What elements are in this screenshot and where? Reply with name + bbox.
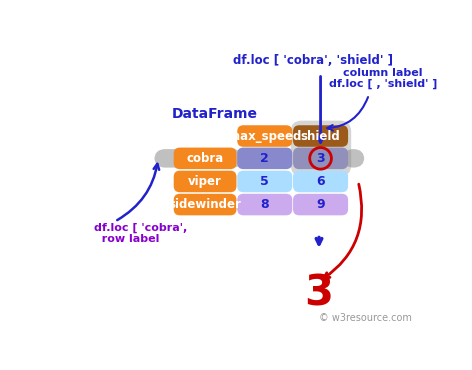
- FancyBboxPatch shape: [154, 149, 244, 168]
- Text: 3: 3: [304, 272, 334, 314]
- Text: 8: 8: [261, 198, 269, 211]
- FancyBboxPatch shape: [174, 171, 236, 192]
- Text: viper: viper: [188, 175, 222, 188]
- Text: sidewinder: sidewinder: [169, 198, 242, 211]
- FancyBboxPatch shape: [237, 148, 292, 169]
- FancyBboxPatch shape: [237, 194, 292, 215]
- FancyBboxPatch shape: [237, 125, 292, 147]
- Text: shield: shield: [301, 130, 340, 142]
- FancyBboxPatch shape: [291, 121, 351, 176]
- Text: © w3resource.com: © w3resource.com: [319, 313, 412, 323]
- FancyBboxPatch shape: [293, 148, 348, 169]
- Text: max_speed: max_speed: [228, 130, 302, 142]
- FancyBboxPatch shape: [174, 194, 236, 215]
- Text: DataFrame: DataFrame: [172, 107, 258, 121]
- Text: 9: 9: [316, 198, 325, 211]
- Text: df.loc [ 'cobra',: df.loc [ 'cobra',: [94, 223, 187, 233]
- Text: 6: 6: [316, 175, 325, 188]
- Text: df.loc [ , 'shield' ]: df.loc [ , 'shield' ]: [329, 78, 437, 88]
- Text: 5: 5: [261, 175, 269, 188]
- FancyBboxPatch shape: [293, 125, 348, 147]
- FancyBboxPatch shape: [343, 149, 364, 168]
- Text: row label: row label: [94, 234, 159, 244]
- FancyBboxPatch shape: [293, 171, 348, 192]
- Text: column label: column label: [343, 67, 423, 77]
- Text: df.loc [ 'cobra', 'shield' ]: df.loc [ 'cobra', 'shield' ]: [233, 54, 393, 67]
- Text: 2: 2: [261, 152, 269, 165]
- Text: cobra: cobra: [186, 152, 224, 165]
- FancyBboxPatch shape: [293, 194, 348, 215]
- Text: 3: 3: [316, 152, 325, 165]
- FancyBboxPatch shape: [174, 148, 236, 169]
- FancyBboxPatch shape: [237, 171, 292, 192]
